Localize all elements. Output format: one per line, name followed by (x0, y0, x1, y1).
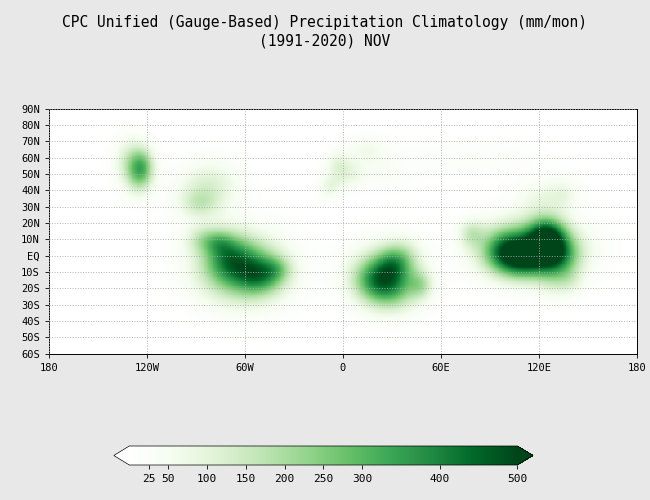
PathPatch shape (114, 446, 129, 465)
Text: CPC Unified (Gauge-Based) Precipitation Climatology (mm/mon): CPC Unified (Gauge-Based) Precipitation … (62, 15, 588, 30)
PathPatch shape (517, 446, 533, 465)
Text: (1991-2020) NOV: (1991-2020) NOV (259, 34, 391, 48)
